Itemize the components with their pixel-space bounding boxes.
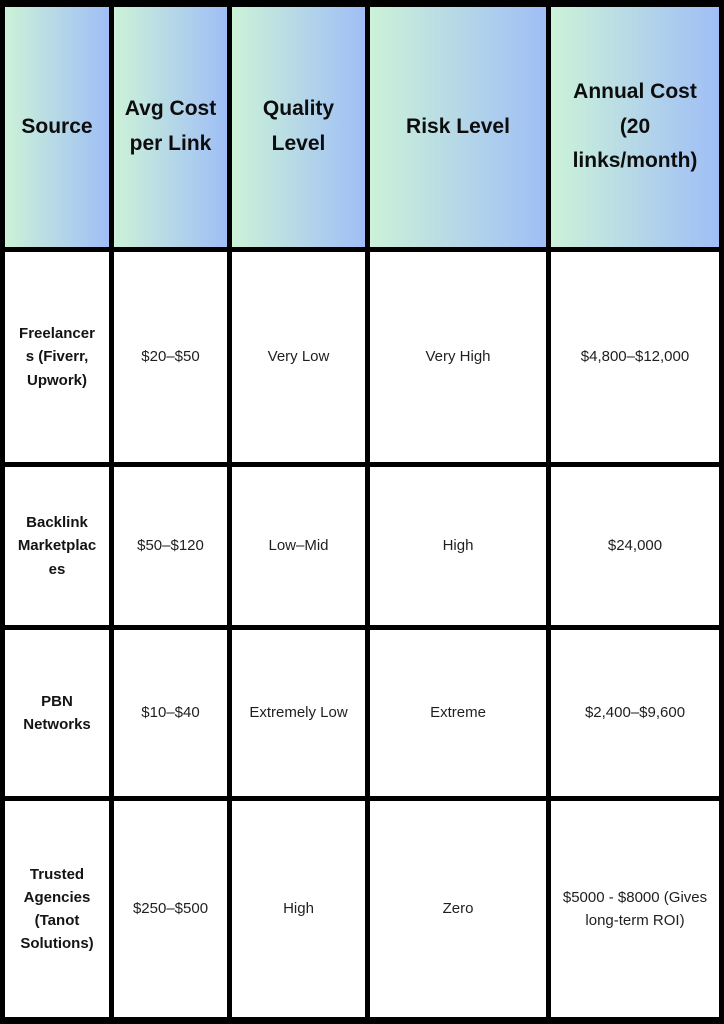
cell-annual-cost: $4,800–$12,000 <box>551 252 719 462</box>
cell-risk: High <box>370 467 546 625</box>
table-row: Backlink Marketplaces $50–$120 Low–Mid H… <box>5 467 719 625</box>
header-cell-annual-cost: Annual Cost (20 links/month) <box>551 7 719 247</box>
cell-risk: Zero <box>370 801 546 1017</box>
header-cell-avg-cost: Avg Cost per Link <box>114 7 227 247</box>
header-cell-source: Source <box>5 7 109 247</box>
table-row: Trusted Agencies (Tanot Solutions) $250–… <box>5 801 719 1017</box>
header-cell-risk: Risk Level <box>370 7 546 247</box>
cell-source: Freelancers (Fiverr, Upwork) <box>5 252 109 462</box>
table-row: PBN Networks $10–$40 Extremely Low Extre… <box>5 630 719 796</box>
cell-quality: Very Low <box>232 252 365 462</box>
cell-risk: Extreme <box>370 630 546 796</box>
cell-avg-cost: $250–$500 <box>114 801 227 1017</box>
cell-annual-cost: $5000 - $8000 (Gives long-term ROI) <box>551 801 719 1017</box>
cell-avg-cost: $50–$120 <box>114 467 227 625</box>
cell-risk: Very High <box>370 252 546 462</box>
cell-source: Backlink Marketplaces <box>5 467 109 625</box>
cell-quality: Extremely Low <box>232 630 365 796</box>
cell-source: Trusted Agencies (Tanot Solutions) <box>5 801 109 1017</box>
cell-avg-cost: $10–$40 <box>114 630 227 796</box>
cell-quality: Low–Mid <box>232 467 365 625</box>
cell-annual-cost: $24,000 <box>551 467 719 625</box>
cell-annual-cost: $2,400–$9,600 <box>551 630 719 796</box>
table-header-row: Source Avg Cost per Link Quality Level R… <box>5 7 719 247</box>
cell-quality: High <box>232 801 365 1017</box>
header-cell-quality: Quality Level <box>232 7 365 247</box>
cell-avg-cost: $20–$50 <box>114 252 227 462</box>
cell-source: PBN Networks <box>5 630 109 796</box>
table-row: Freelancers (Fiverr, Upwork) $20–$50 Ver… <box>5 252 719 462</box>
